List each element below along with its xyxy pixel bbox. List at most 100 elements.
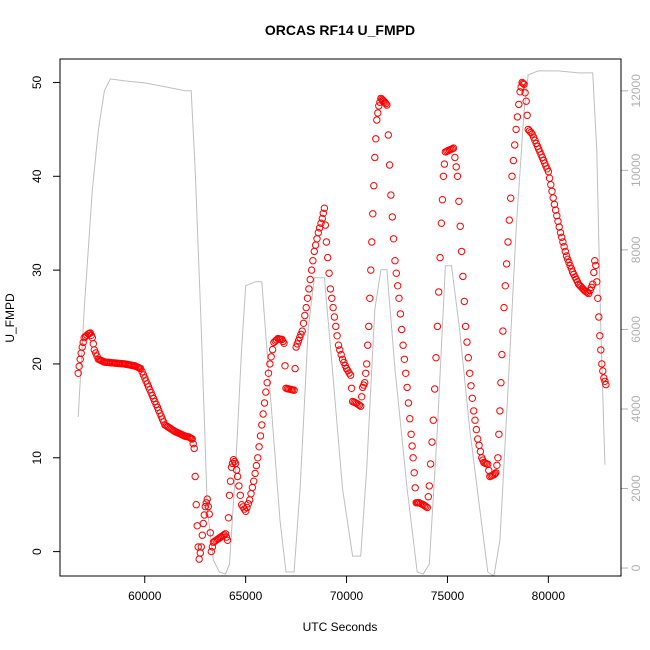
data-point bbox=[201, 502, 210, 511]
data-point bbox=[574, 280, 583, 288]
data-point bbox=[371, 153, 379, 162]
data-point bbox=[402, 369, 410, 377]
data-point bbox=[244, 500, 253, 508]
data-point bbox=[202, 499, 211, 507]
data-point bbox=[206, 529, 215, 537]
data-point bbox=[260, 399, 269, 407]
data-point bbox=[200, 511, 209, 519]
data-point bbox=[403, 383, 411, 392]
data-point bbox=[372, 135, 380, 143]
data-point bbox=[411, 484, 419, 492]
data-point bbox=[362, 369, 370, 377]
data-point bbox=[560, 243, 568, 251]
data-point bbox=[346, 371, 355, 379]
data-point bbox=[407, 430, 415, 438]
data-point bbox=[198, 531, 207, 539]
data-point bbox=[516, 88, 524, 96]
data-point bbox=[468, 394, 476, 402]
data-point bbox=[363, 360, 371, 368]
data-point bbox=[357, 402, 365, 410]
data-point bbox=[440, 160, 449, 168]
data-point bbox=[426, 460, 435, 468]
data-point bbox=[258, 421, 266, 429]
data-point bbox=[374, 109, 382, 117]
data-point bbox=[192, 501, 200, 509]
data-point bbox=[324, 253, 332, 262]
data-point bbox=[223, 536, 232, 544]
data-point bbox=[551, 206, 560, 214]
data-point bbox=[392, 269, 400, 277]
data-point bbox=[562, 252, 571, 260]
data-point bbox=[576, 281, 584, 290]
y2-tick-label: 2000 bbox=[629, 475, 643, 502]
data-point bbox=[319, 209, 327, 218]
data-point bbox=[600, 374, 608, 382]
data-point bbox=[455, 197, 463, 206]
data-point bbox=[565, 258, 573, 267]
data-point bbox=[499, 327, 507, 335]
data-point bbox=[243, 503, 251, 512]
data-point bbox=[78, 343, 86, 351]
y-tick-label: 10 bbox=[30, 451, 44, 465]
data-point bbox=[590, 268, 598, 277]
data-point bbox=[507, 194, 515, 202]
data-point bbox=[220, 531, 228, 539]
data-point bbox=[385, 161, 394, 169]
data-point bbox=[309, 257, 317, 265]
data-point bbox=[467, 382, 475, 390]
data-point bbox=[292, 343, 300, 351]
data-point bbox=[449, 144, 458, 152]
data-point bbox=[326, 285, 335, 293]
data-point bbox=[306, 275, 314, 284]
y-axis-label: U_FMPD bbox=[3, 293, 17, 343]
data-point bbox=[229, 456, 238, 464]
data-point bbox=[252, 461, 261, 470]
data-point bbox=[315, 224, 324, 232]
data-point bbox=[564, 255, 572, 263]
x-tick-label: 60000 bbox=[128, 589, 162, 603]
data-point bbox=[577, 283, 585, 291]
data-point bbox=[399, 341, 407, 349]
data-point bbox=[509, 156, 518, 165]
data-point bbox=[410, 469, 418, 477]
data-point bbox=[221, 530, 230, 538]
x-tick-label: 80000 bbox=[532, 589, 566, 603]
data-point bbox=[383, 101, 391, 109]
data-point bbox=[404, 399, 413, 407]
data-point bbox=[558, 233, 566, 242]
x-tick-label: 65000 bbox=[229, 589, 263, 603]
data-point bbox=[519, 79, 527, 88]
data-point bbox=[190, 444, 198, 453]
data-point bbox=[188, 435, 196, 443]
y-tick-label: 50 bbox=[30, 75, 44, 89]
data-point bbox=[264, 369, 273, 377]
data-point bbox=[242, 507, 250, 515]
data-point bbox=[262, 388, 270, 396]
data-point bbox=[396, 310, 405, 318]
data-point bbox=[518, 78, 526, 87]
data-point bbox=[364, 341, 372, 349]
data-point bbox=[74, 369, 82, 377]
data-point bbox=[566, 261, 574, 270]
data-point bbox=[191, 472, 199, 481]
data-point bbox=[472, 425, 481, 434]
y2-tick-label: 6000 bbox=[629, 316, 643, 343]
data-point bbox=[267, 353, 275, 361]
data-point bbox=[457, 247, 466, 256]
data-point bbox=[259, 410, 267, 418]
data-point bbox=[334, 341, 343, 349]
data-point bbox=[406, 415, 414, 423]
data-point bbox=[553, 212, 561, 220]
data-point bbox=[464, 354, 472, 362]
data-point bbox=[301, 311, 309, 320]
data-point bbox=[599, 367, 607, 375]
data-point bbox=[290, 386, 298, 394]
data-point bbox=[189, 440, 197, 448]
data-point bbox=[409, 454, 417, 462]
data-point bbox=[492, 469, 500, 477]
data-point bbox=[470, 407, 478, 415]
data-point bbox=[493, 461, 501, 469]
data-point bbox=[435, 288, 443, 296]
y2-tick-label: 8000 bbox=[629, 236, 643, 263]
